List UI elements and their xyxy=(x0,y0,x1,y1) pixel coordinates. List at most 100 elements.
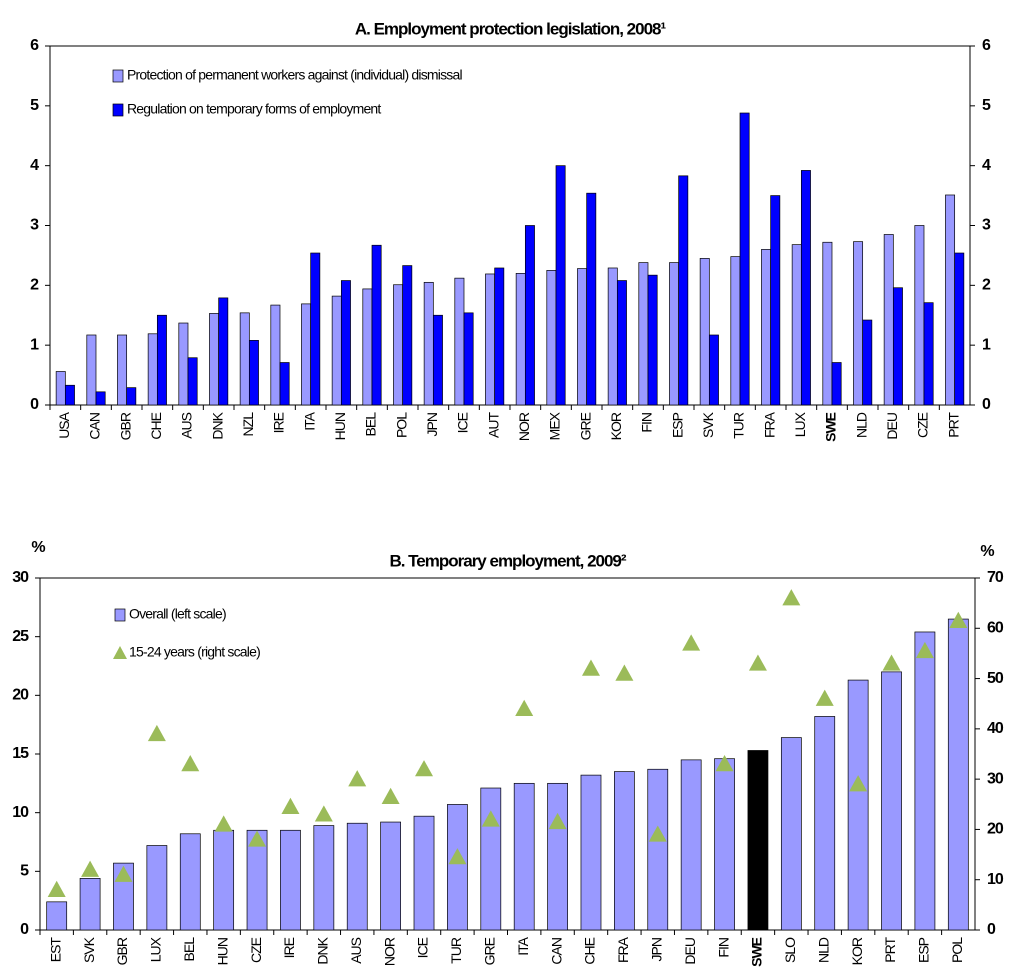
legend-swatch xyxy=(114,608,126,622)
x-tick-label: SWE xyxy=(749,937,765,967)
y-tick-label: 3 xyxy=(30,217,39,234)
legend-swatch xyxy=(112,69,124,83)
y-tick-label: 1 xyxy=(30,336,39,353)
bar xyxy=(647,274,658,406)
x-tick-label: ITA xyxy=(301,411,317,430)
point xyxy=(481,810,500,827)
point xyxy=(782,589,801,606)
x-tick-label: ICE xyxy=(415,937,431,958)
bar xyxy=(270,304,281,406)
bar xyxy=(831,362,842,406)
bar xyxy=(546,270,557,406)
bar xyxy=(213,829,235,931)
chart-title: B. Temporary employment, 2009² xyxy=(389,551,626,570)
x-tick-label: PRT xyxy=(945,412,961,438)
x-tick-label: CZE xyxy=(248,937,264,963)
x-tick-label: POL xyxy=(949,937,965,963)
bar xyxy=(494,267,505,406)
bar xyxy=(680,759,702,931)
y2-tick-label: 10 xyxy=(987,871,1004,888)
x-tick-label: GRE xyxy=(577,412,593,440)
point xyxy=(348,770,367,787)
x-tick-label: JPN xyxy=(424,413,440,436)
y-tick-label: 10 xyxy=(12,804,29,821)
point xyxy=(949,611,968,628)
x-tick-label: ICE xyxy=(455,412,471,433)
x-tick-label: SVK xyxy=(700,411,716,438)
y2-tick-label: 40 xyxy=(987,720,1004,737)
legend-label: Overall (left scale) xyxy=(129,606,226,622)
point xyxy=(715,755,734,772)
point xyxy=(648,825,667,842)
y2-tick-label: 20 xyxy=(987,821,1004,838)
bar xyxy=(945,194,956,406)
bar xyxy=(393,284,404,406)
x-tick-label: NOR xyxy=(516,412,532,441)
x-tick-label: USA xyxy=(56,411,72,438)
bar xyxy=(423,281,434,406)
y2-tick-label: 4 xyxy=(982,157,991,174)
y2-tick-label: 5 xyxy=(982,97,991,114)
bar xyxy=(147,333,158,406)
y-tick-label: 2 xyxy=(30,277,39,294)
point xyxy=(682,634,701,651)
x-tick-label: FIN xyxy=(639,413,655,433)
point xyxy=(748,654,767,671)
x-tick-label: AUS xyxy=(348,937,364,963)
x-tick-label: GBR xyxy=(117,412,133,440)
y-tick-label: 20 xyxy=(12,687,29,704)
bar xyxy=(454,277,465,406)
bar xyxy=(862,319,873,406)
bar xyxy=(310,252,321,406)
bar xyxy=(647,768,669,931)
bar xyxy=(555,165,566,406)
bar xyxy=(331,295,342,406)
point xyxy=(214,815,233,832)
y-tick-label: 0 xyxy=(20,921,29,938)
x-tick-label: NLD xyxy=(853,412,869,438)
y-tick-label: 4 xyxy=(30,157,39,174)
bar xyxy=(126,387,137,406)
legend-label: 15-24 years (right scale) xyxy=(129,644,260,660)
x-tick-label: BEL xyxy=(181,937,197,962)
x-tick-label: FRA xyxy=(615,936,631,963)
bar xyxy=(515,273,526,406)
bar xyxy=(178,322,189,406)
x-tick-label: LUX xyxy=(792,411,808,437)
x-tick-label: KOR xyxy=(608,412,624,440)
legend-swatch xyxy=(113,646,127,659)
y2-tick-label: 60 xyxy=(987,620,1004,637)
bar xyxy=(881,671,902,931)
x-tick-label: HUN xyxy=(332,413,348,440)
bar xyxy=(55,371,66,406)
bar xyxy=(239,312,250,406)
bar xyxy=(730,256,741,406)
x-tick-label: DEU xyxy=(682,937,698,964)
x-tick-label: IRE xyxy=(281,937,297,958)
x-tick-label: KOR xyxy=(849,937,865,965)
x-tick-label: DNK xyxy=(209,411,225,439)
x-tick-label: ITA xyxy=(515,936,531,955)
bar xyxy=(892,287,903,406)
x-tick-label: BEL xyxy=(363,412,379,437)
bar xyxy=(413,815,435,931)
bar xyxy=(64,384,75,406)
y2-tick-label: 30 xyxy=(987,770,1004,787)
y2-tick-label: 50 xyxy=(987,670,1004,687)
bar xyxy=(586,192,597,406)
bar xyxy=(747,750,769,931)
x-tick-label: FIN xyxy=(715,938,731,958)
bar xyxy=(117,334,128,406)
bar xyxy=(669,262,680,406)
bar xyxy=(179,833,201,931)
x-tick-label: AUT xyxy=(485,412,501,438)
legend-label: Regulation on temporary forms of employm… xyxy=(127,101,381,117)
x-tick-label: DNK xyxy=(315,936,331,964)
bar xyxy=(432,314,443,406)
point xyxy=(815,689,834,706)
bar xyxy=(614,771,635,931)
x-tick-label: EST xyxy=(47,937,63,963)
bar xyxy=(280,829,301,931)
bar xyxy=(616,280,627,406)
bar xyxy=(947,618,969,931)
